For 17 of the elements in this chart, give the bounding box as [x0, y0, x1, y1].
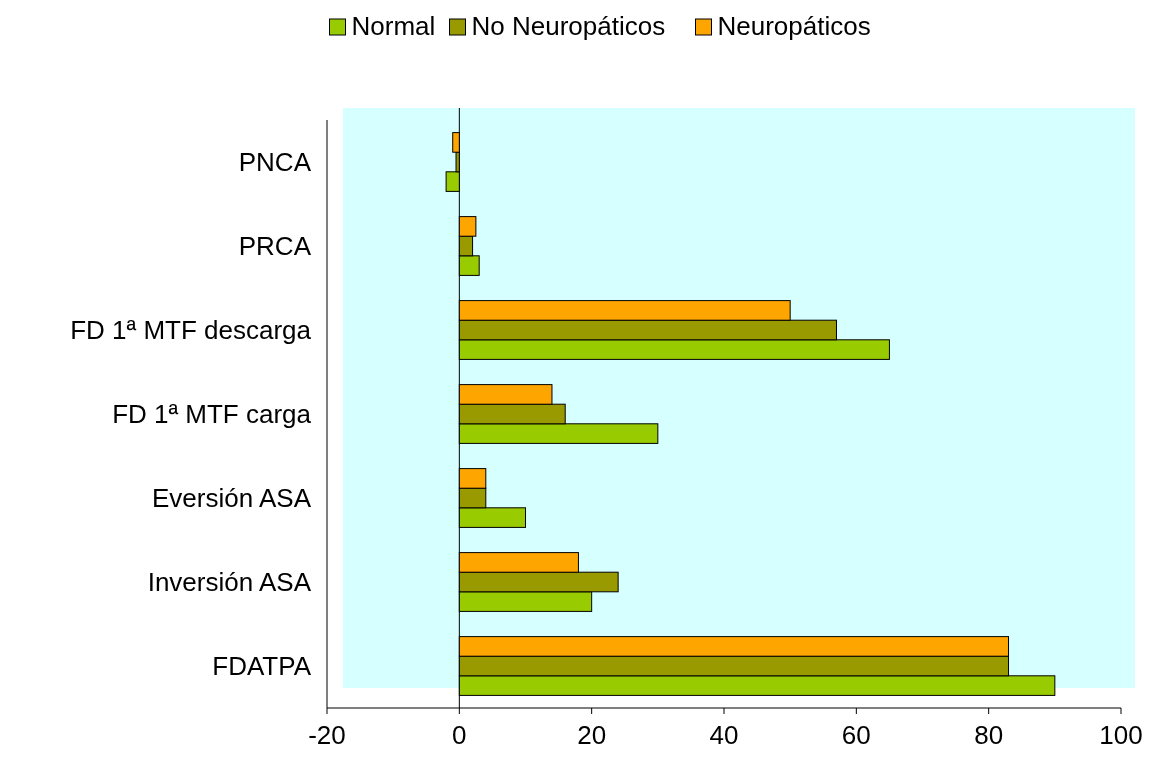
x-tick-label: -20	[308, 720, 346, 750]
y-tick-label: PNCA	[238, 147, 312, 177]
y-tick-label: FD 1ª MTF carga	[112, 399, 312, 429]
legend-label: No Neuropáticos	[471, 11, 666, 41]
y-tick-label: PRCA	[238, 231, 312, 261]
x-tick-label: 80	[974, 720, 1004, 750]
y-tick-label: FD 1ª MTF descarga	[70, 315, 312, 345]
x-tick-label: 100	[1099, 720, 1143, 750]
x-tick-label: 60	[841, 720, 871, 750]
x-tick-label: 20	[577, 720, 607, 750]
y-tick-label: Eversión ASA	[152, 483, 312, 513]
legend-label: Neuropáticos	[717, 11, 871, 41]
y-tick-label: Inversión ASA	[147, 567, 312, 597]
y-tick-label: FDATPA	[212, 651, 312, 681]
x-tick-label: 0	[452, 720, 467, 750]
legend-label: Normal	[351, 11, 436, 41]
x-tick-label: 40	[709, 720, 739, 750]
